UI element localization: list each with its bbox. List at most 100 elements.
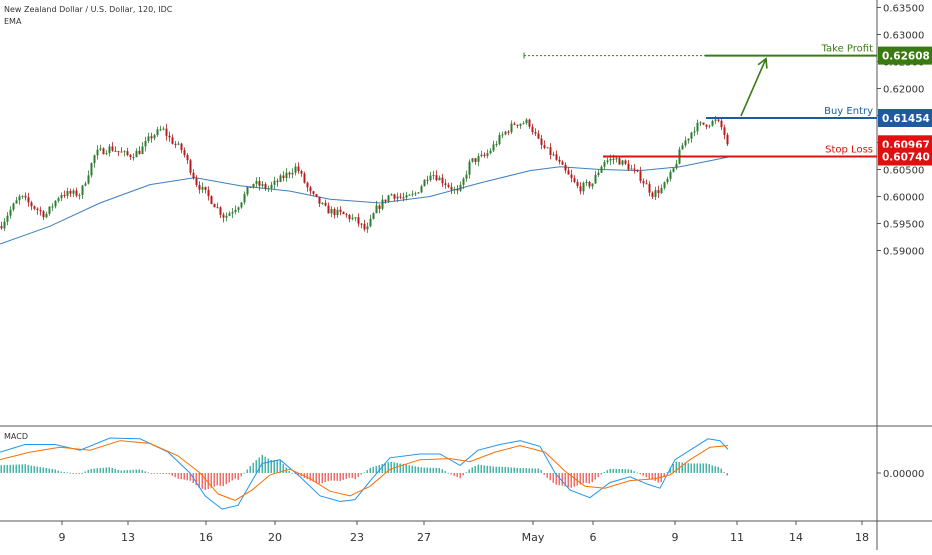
macd-histogram-bar xyxy=(147,472,149,474)
macd-histogram-bar xyxy=(78,473,80,474)
macd-histogram-bar xyxy=(615,468,617,473)
macd-histogram-bar xyxy=(684,462,686,473)
stop-loss-price-flag: 0.60740 xyxy=(882,152,930,164)
macd-histogram-bar xyxy=(702,463,704,473)
macd-histogram-bar xyxy=(342,473,344,480)
candle-body xyxy=(612,158,615,160)
macd-histogram-bar xyxy=(3,465,5,473)
macd-histogram-bar xyxy=(87,470,89,473)
macd-histogram-bar xyxy=(195,473,197,486)
macd-histogram-bar xyxy=(204,473,206,490)
candle-body xyxy=(231,211,234,214)
candle-body xyxy=(609,158,612,161)
candle-body xyxy=(186,155,189,161)
candle-body xyxy=(726,134,729,145)
macd-histogram-bar xyxy=(330,473,332,481)
candle-body xyxy=(495,144,498,145)
macd-histogram-bar xyxy=(159,473,161,474)
candle-body xyxy=(630,168,633,170)
macd-histogram-bar xyxy=(543,473,545,475)
candle-body xyxy=(183,150,186,156)
candle-body xyxy=(657,190,660,194)
macd-histogram-bar xyxy=(222,473,224,487)
candle-body xyxy=(348,215,351,220)
macd-histogram-bar xyxy=(99,468,101,473)
candle-body xyxy=(378,205,381,209)
macd-histogram-bar xyxy=(270,460,272,473)
macd-histogram-bar xyxy=(447,472,449,474)
macd-histogram-bar xyxy=(606,470,608,473)
macd-histogram-bar xyxy=(492,466,494,473)
candle-body xyxy=(654,190,657,197)
macd-histogram-bar xyxy=(210,473,212,488)
macd-histogram-bar xyxy=(645,473,647,478)
macd-histogram-bar xyxy=(255,460,257,473)
candle-body xyxy=(90,163,93,176)
macd-histogram-bar xyxy=(321,473,323,484)
candle-body xyxy=(582,182,585,192)
macd-histogram-bar xyxy=(414,466,416,473)
candle-body xyxy=(18,196,21,201)
buy-entry-label: Buy Entry xyxy=(824,106,873,117)
take-profit-price-flag: 0.62608 xyxy=(882,51,930,63)
macd-histogram-bar xyxy=(243,472,245,474)
candle-body xyxy=(573,178,576,182)
macd-histogram-bar xyxy=(495,466,497,473)
macd-histogram-bar xyxy=(282,464,284,473)
candle-body xyxy=(132,157,135,159)
candle-body xyxy=(264,184,267,189)
candle-body xyxy=(501,134,504,136)
macd-histogram-bar xyxy=(441,469,443,473)
candle-body xyxy=(402,197,405,199)
macd-histogram-bar xyxy=(237,473,239,480)
macd-histogram-bar xyxy=(90,468,92,473)
macd-histogram-bar xyxy=(375,465,377,473)
candle-body xyxy=(363,223,366,230)
candle-body xyxy=(12,203,15,210)
candle-body xyxy=(429,175,432,181)
macd-histogram-bar xyxy=(642,473,644,476)
candle-body xyxy=(9,209,12,216)
macd-histogram-bar xyxy=(552,473,554,483)
macd-histogram-bar xyxy=(438,468,440,473)
macd-histogram-bar xyxy=(531,468,533,473)
candle-body xyxy=(480,154,483,157)
macd-histogram-bar xyxy=(198,473,200,488)
macd-histogram-bar xyxy=(177,473,179,479)
candle-body xyxy=(204,186,207,190)
candle-body xyxy=(555,154,558,160)
macd-histogram-bar xyxy=(471,467,473,473)
macd-histogram-bar xyxy=(228,473,230,483)
macd-histogram-bar xyxy=(6,465,8,473)
macd-histogram-bar xyxy=(621,469,623,473)
candle-body xyxy=(702,122,705,125)
candle-body xyxy=(393,194,396,199)
candle-body xyxy=(198,185,201,190)
macd-histogram-bar xyxy=(384,463,386,473)
candle-body xyxy=(210,196,213,204)
candle-body xyxy=(141,146,144,154)
macd-histogram-bar xyxy=(51,469,53,473)
candle-body xyxy=(594,175,597,184)
candle-body xyxy=(69,191,72,194)
macd-histogram-bar xyxy=(522,468,524,473)
macd-histogram-bar xyxy=(426,467,428,473)
candle-body xyxy=(165,128,168,136)
candle-body xyxy=(345,214,348,216)
macd-histogram-bar xyxy=(126,470,128,473)
macd-histogram-bar xyxy=(486,465,488,473)
candle-body xyxy=(81,185,84,195)
stop-loss-label: Stop Loss xyxy=(825,145,873,156)
candle-body xyxy=(246,187,249,195)
candle-body xyxy=(579,186,582,192)
candle-body xyxy=(444,183,447,185)
macd-histogram-bar xyxy=(555,473,557,485)
candle-body xyxy=(288,172,291,175)
candle-body xyxy=(111,146,114,151)
candle-body xyxy=(42,211,45,218)
candle-body xyxy=(645,183,648,185)
time-tick-label: 9 xyxy=(59,531,66,544)
